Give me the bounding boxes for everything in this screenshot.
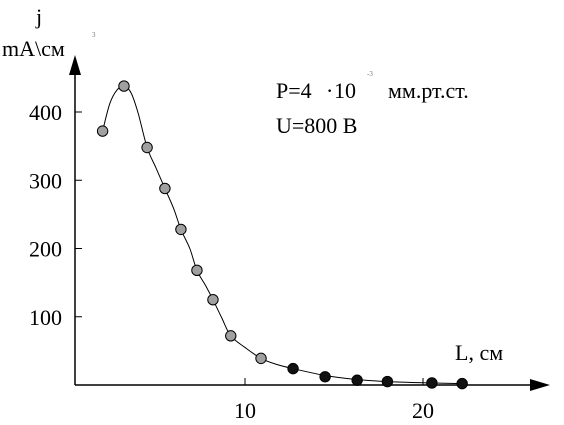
pressure-exponent: -3 xyxy=(367,70,373,78)
data-point xyxy=(175,223,187,236)
data-point xyxy=(255,352,267,365)
x-axis-label: L, см xyxy=(455,340,503,365)
y-axis-unit-superscript: 3 xyxy=(92,31,96,39)
ticks: 100 200 300 400 10 20 xyxy=(29,100,434,423)
data-point xyxy=(426,377,438,389)
pressure-dot: · xyxy=(326,78,333,103)
x-tick-label: 10 xyxy=(234,398,256,423)
data-point xyxy=(351,374,363,386)
y-tick-label: 400 xyxy=(29,100,62,125)
data-point xyxy=(319,371,331,383)
data-point xyxy=(381,375,394,388)
data-point xyxy=(456,377,468,390)
y-axis-symbol: j xyxy=(35,4,42,29)
x-axis-arrow xyxy=(530,379,550,391)
data-points xyxy=(96,80,468,390)
y-tick-label: 200 xyxy=(29,237,62,262)
data-point xyxy=(191,264,203,277)
data-point xyxy=(207,293,219,306)
pressure-base: 10 xyxy=(334,78,356,103)
y-axis-unit: mA\см xyxy=(2,36,65,61)
pressure-unit: мм.рт.ст. xyxy=(388,78,469,103)
annotation-pressure: P=4 · 10 -3 мм.рт.ст. xyxy=(276,70,469,103)
y-axis-arrow xyxy=(69,55,81,75)
y-tick-label: 300 xyxy=(29,168,62,193)
data-point xyxy=(141,141,153,154)
pressure-prefix: P=4 xyxy=(276,78,312,103)
data-point xyxy=(287,362,299,375)
data-point xyxy=(159,182,171,195)
data-point xyxy=(225,330,237,342)
annotation-voltage: U=800 B xyxy=(276,113,357,138)
data-point xyxy=(96,125,109,137)
y-tick-label: 100 xyxy=(29,305,62,330)
x-tick-label: 20 xyxy=(412,398,434,423)
data-point xyxy=(118,80,130,92)
